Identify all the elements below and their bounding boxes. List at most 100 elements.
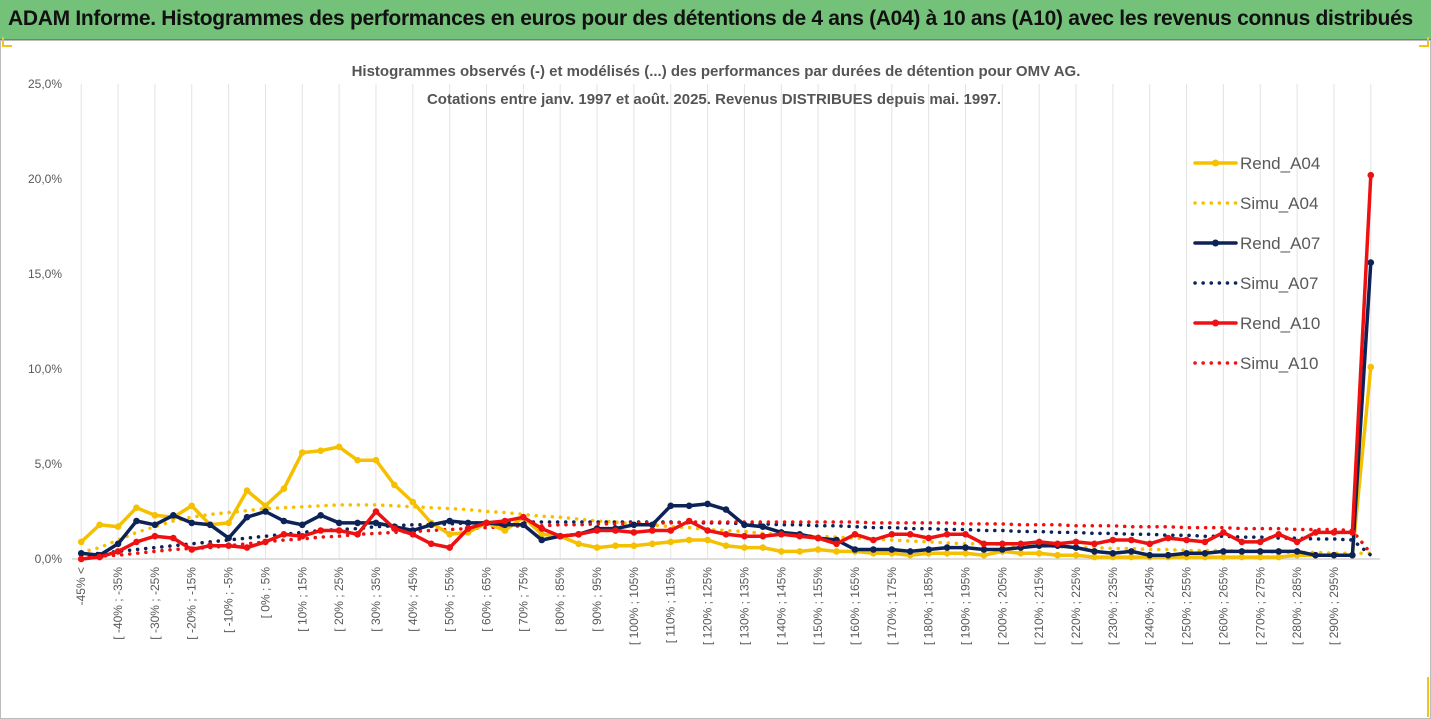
x-tick-label: [ 100% ; 105% xyxy=(627,567,641,645)
data-point-rend-a10 xyxy=(999,540,1006,548)
data-point-rend-a07 xyxy=(906,548,914,555)
data-point-rend-a10 xyxy=(1109,536,1117,544)
data-point-rend-a10 xyxy=(335,527,343,534)
data-point-rend-a07 xyxy=(685,502,693,510)
data-point-rend-a07 xyxy=(446,517,453,525)
data-point-rend-a10 xyxy=(1146,540,1154,548)
x-tick-label: [ 180% ; 185% xyxy=(922,567,936,645)
data-point-rend-a07 xyxy=(1201,550,1209,557)
data-point-rend-a04 xyxy=(133,504,140,512)
data-point-rend-a10 xyxy=(464,525,472,532)
data-point-rend-a07 xyxy=(1238,548,1246,555)
data-point-rend-a07 xyxy=(759,523,767,530)
x-tick-label: [ 120% ; 125% xyxy=(701,567,715,645)
data-point-rend-a07 xyxy=(630,521,638,529)
data-point-rend-a07 xyxy=(925,546,932,553)
data-point-rend-a07 xyxy=(1367,259,1375,266)
data-point-rend-a10 xyxy=(1201,538,1209,546)
data-point-rend-a04 xyxy=(1054,551,1061,559)
data-point-rend-a07 xyxy=(151,521,159,529)
banner-corner-left xyxy=(2,37,12,47)
x-tick-label: [ 70% ; 75% xyxy=(516,567,530,632)
data-point-rend-a07 xyxy=(1109,550,1117,557)
data-point-rend-a04 xyxy=(833,548,840,555)
data-point-rend-a10 xyxy=(1035,538,1043,546)
data-point-rend-a07 xyxy=(317,512,325,519)
chart-title: Histogrammes observés (-) et modélisés (… xyxy=(352,63,1081,80)
x-tick-label: [ 270% ; 275% xyxy=(1253,567,1267,645)
data-point-rend-a10 xyxy=(1275,531,1282,538)
x-tick-label: [ 150% ; 155% xyxy=(811,567,825,645)
data-point-rend-a10 xyxy=(483,519,490,527)
data-point-rend-a07 xyxy=(114,540,122,548)
data-point-rend-a07 xyxy=(1127,548,1135,555)
data-point-rend-a04 xyxy=(446,531,453,538)
x-tick-label: [ 90% ; 95% xyxy=(590,567,604,632)
data-point-rend-a10 xyxy=(612,527,619,534)
chart-subtitle: Cotations entre janv. 1997 et août. 2025… xyxy=(427,91,1001,108)
x-tick-label: [ -20% ; -15% xyxy=(185,567,199,640)
data-point-rend-a07 xyxy=(262,508,269,515)
data-point-rend-a04 xyxy=(575,540,582,548)
data-point-rend-a07 xyxy=(667,502,675,510)
x-tick-labels: -45% < [ -40% ; -35% [ -30% ; -25% [ -20% ;… xyxy=(74,567,1341,645)
x-tick-label: [ 290% ; 295% xyxy=(1327,567,1341,645)
series-line-simu-a10 xyxy=(79,520,1373,559)
data-point-rend-a10 xyxy=(649,527,656,534)
legend-marker xyxy=(1212,159,1219,167)
legend-label: Simu_A10 xyxy=(1240,354,1318,373)
data-point-rend-a04 xyxy=(243,487,251,494)
data-point-rend-a04 xyxy=(1238,553,1246,561)
legend-label: Simu_A07 xyxy=(1240,274,1318,293)
x-tick-label: [ 20% ; 25% xyxy=(332,567,346,632)
x-tick-label: [ 60% ; 65% xyxy=(480,567,494,632)
data-point-rend-a10 xyxy=(777,531,785,538)
data-point-rend-a04 xyxy=(1035,550,1043,557)
data-point-rend-a04 xyxy=(354,456,361,464)
data-point-rend-a04 xyxy=(685,536,693,544)
legend-marker xyxy=(1212,239,1219,247)
data-point-rend-a10 xyxy=(427,540,435,548)
data-point-rend-a07 xyxy=(77,550,85,557)
x-tick-label: [ 260% ; 265% xyxy=(1216,567,1230,645)
data-point-rend-a10 xyxy=(446,544,453,551)
x-tick-label: [ 250% ; 255% xyxy=(1180,567,1194,645)
x-tick-label: [ 40% ; 45% xyxy=(406,567,420,632)
x-tick-label: [ 230% ; 235% xyxy=(1106,567,1120,645)
data-point-rend-a04 xyxy=(1017,550,1025,557)
data-point-rend-a07 xyxy=(870,546,877,553)
x-tick-label: [ 0% ; 5% xyxy=(258,567,272,619)
data-point-rend-a04 xyxy=(1367,363,1375,371)
data-point-rend-a07 xyxy=(943,544,951,551)
data-point-rend-a07 xyxy=(1256,548,1264,555)
legend-label: Rend_A04 xyxy=(1240,154,1320,173)
data-point-rend-a10 xyxy=(1183,536,1190,544)
data-point-rend-a10 xyxy=(280,531,288,538)
data-point-rend-a04 xyxy=(298,449,306,456)
legend: Rend_A04 Simu_A04 Rend_A07 Simu_A07 Rend_A10… xyxy=(1193,154,1320,373)
x-tick-label: [ 140% ; 145% xyxy=(774,567,788,645)
data-point-rend-a04 xyxy=(262,502,269,510)
data-point-rend-a10 xyxy=(1349,529,1356,536)
y-tick-label: 10,0% xyxy=(28,362,62,376)
data-point-rend-a10 xyxy=(1312,529,1319,536)
x-tick-label: [ 80% ; 85% xyxy=(553,567,567,632)
y-tick-label: 15,0% xyxy=(28,267,62,281)
x-tick-label: [ 190% ; 195% xyxy=(958,567,972,645)
series xyxy=(77,171,1375,563)
data-point-rend-a10 xyxy=(796,532,803,540)
data-point-rend-a07 xyxy=(851,546,859,553)
data-point-rend-a07 xyxy=(170,512,177,519)
data-point-rend-a10 xyxy=(851,531,859,538)
data-point-rend-a10 xyxy=(243,544,251,551)
data-point-rend-a07 xyxy=(1146,551,1154,559)
data-point-rend-a07 xyxy=(520,521,527,529)
data-point-rend-a04 xyxy=(317,447,325,455)
data-point-rend-a04 xyxy=(1091,553,1098,561)
data-point-rend-a04 xyxy=(630,542,638,549)
data-point-rend-a07 xyxy=(538,536,546,544)
data-point-rend-a04 xyxy=(391,481,398,489)
data-point-rend-a10 xyxy=(759,532,767,540)
data-point-rend-a10 xyxy=(962,531,969,538)
data-point-rend-a10 xyxy=(1238,538,1246,546)
